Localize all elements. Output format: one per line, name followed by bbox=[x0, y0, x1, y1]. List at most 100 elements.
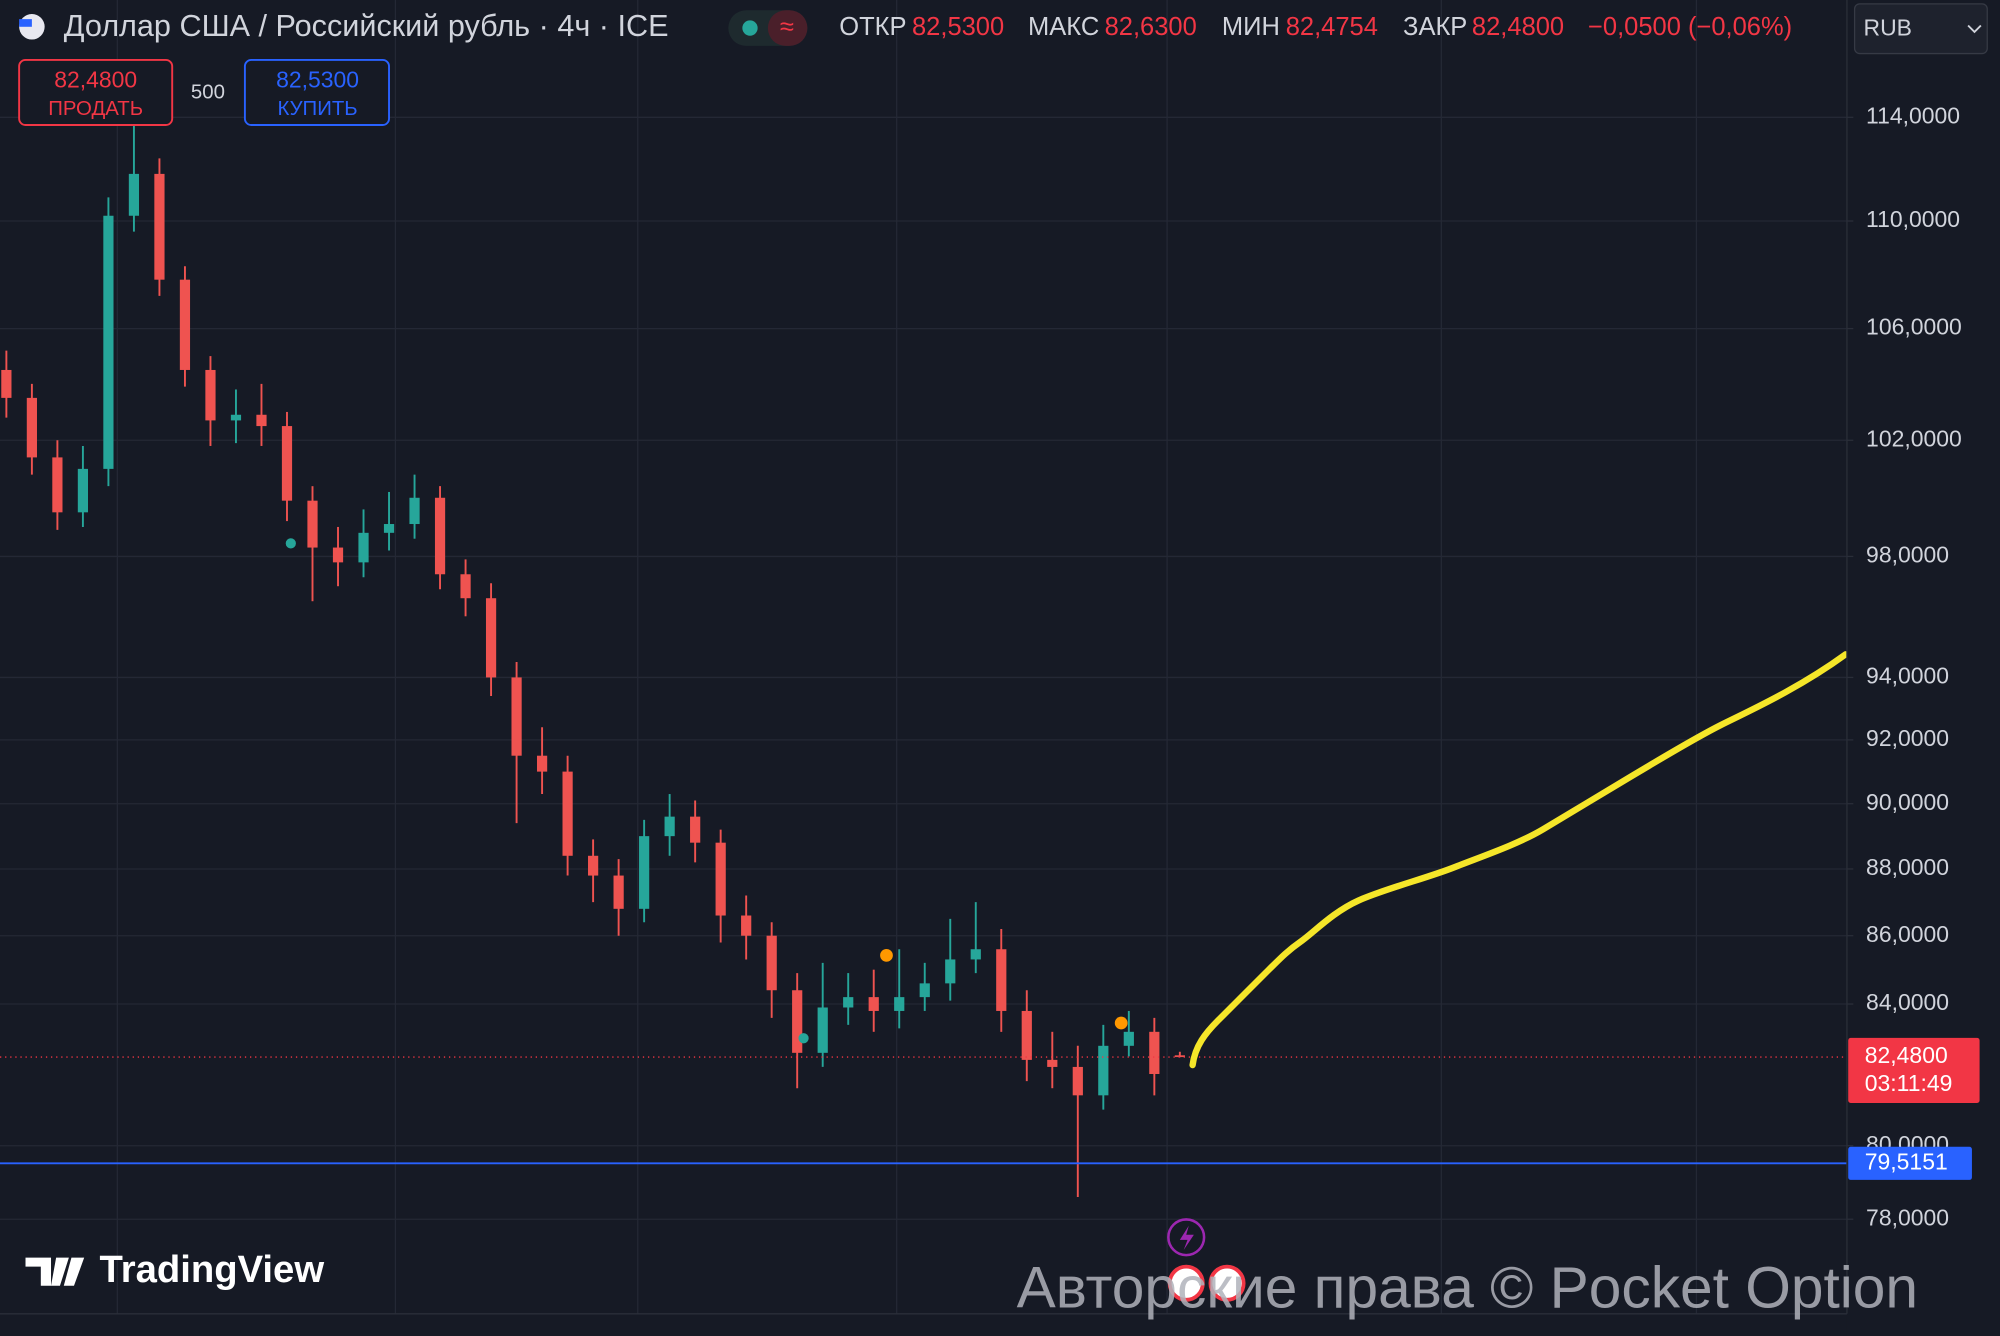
candle-body bbox=[230, 414, 242, 421]
event-icon[interactable] bbox=[1167, 1264, 1205, 1302]
candle-body bbox=[332, 547, 344, 563]
ohlc-value: 82,4754 bbox=[1286, 13, 1378, 41]
candle-body bbox=[1021, 1010, 1032, 1060]
candle-body bbox=[205, 369, 216, 421]
y-tick-label: 84,0000 bbox=[1866, 989, 1949, 1015]
candle-body bbox=[664, 816, 675, 837]
quantity[interactable]: 500 bbox=[191, 82, 225, 104]
vertical-grid bbox=[116, 0, 1698, 1314]
chevron bbox=[1967, 24, 1982, 34]
candle-body bbox=[766, 935, 777, 991]
candle-body bbox=[919, 983, 930, 998]
candle-body bbox=[613, 875, 624, 909]
ohlc-label: ЗАКР bbox=[1403, 13, 1467, 41]
y-tick-label: 92,0000 bbox=[1866, 725, 1949, 751]
candle-body bbox=[1098, 1045, 1109, 1096]
candle-body bbox=[945, 959, 956, 984]
candle-body bbox=[511, 677, 522, 756]
candle-body bbox=[434, 497, 446, 575]
sell-label: ПРОДАТЬ bbox=[48, 98, 143, 120]
ohlc-label: ОТКР bbox=[839, 13, 906, 41]
candle-body bbox=[970, 949, 981, 960]
currency-select[interactable] bbox=[1853, 3, 1988, 55]
ohlc-value: 82,6300 bbox=[1105, 13, 1197, 41]
candle-body bbox=[1174, 1055, 1185, 1058]
alert-label: 79,5151 bbox=[1865, 1148, 1948, 1174]
candle-body bbox=[103, 215, 114, 469]
candle-body bbox=[843, 997, 854, 1008]
status-icon: ≈ bbox=[780, 13, 794, 41]
sell-price: 82,4800 bbox=[54, 67, 137, 93]
last-price-box bbox=[1848, 1037, 1980, 1103]
candle-body bbox=[1072, 1066, 1083, 1096]
marker bbox=[798, 1033, 809, 1044]
y-tick-label: 90,0000 bbox=[1866, 789, 1949, 815]
candles bbox=[1, 117, 1185, 1197]
marker bbox=[880, 949, 893, 962]
last-price-label: 82,4800 bbox=[1865, 1042, 1948, 1068]
candle-body bbox=[588, 855, 599, 876]
candle-body bbox=[409, 497, 420, 525]
levels bbox=[0, 1056, 1847, 1165]
candle-body bbox=[1, 369, 12, 398]
candle-body bbox=[26, 397, 37, 458]
y-tick-label: 106,0000 bbox=[1866, 314, 1962, 340]
y-tick-label: 78,0000 bbox=[1866, 1204, 1949, 1230]
event-icon[interactable] bbox=[1167, 1218, 1206, 1257]
marker bbox=[285, 538, 296, 549]
candle-body bbox=[383, 524, 395, 533]
ohlc-label: МАКС bbox=[1028, 13, 1099, 41]
symbol-title: Доллар США / Российский рубль · 4ч · ICE bbox=[64, 9, 669, 43]
candle-body bbox=[77, 468, 89, 513]
marker bbox=[1114, 1016, 1128, 1030]
alert-box bbox=[1848, 1146, 1972, 1180]
y-tick-label: 88,0000 bbox=[1866, 854, 1949, 880]
candle-body bbox=[52, 457, 63, 513]
logo-text: TradingView bbox=[99, 1248, 324, 1291]
candle-body bbox=[894, 997, 905, 1011]
buy-label: КУПИТЬ bbox=[277, 98, 357, 120]
candle-body bbox=[639, 836, 650, 909]
axis-labels: 78,000080,000084,000086,000088,000090,00… bbox=[1846, 102, 1962, 1230]
candle-body bbox=[792, 990, 803, 1053]
y-tick-label: 86,0000 bbox=[1866, 921, 1949, 947]
y-tick-label: 98,0000 bbox=[1866, 541, 1949, 567]
candle-body bbox=[358, 532, 369, 563]
candle-body bbox=[562, 771, 573, 856]
candle-body bbox=[996, 949, 1007, 1011]
buy-button[interactable] bbox=[243, 58, 390, 126]
grid bbox=[0, 116, 1847, 1220]
watermark: Авторские права © Pocket Option bbox=[1017, 1256, 1918, 1321]
price-axis bbox=[1846, 0, 2000, 1336]
buy-price: 82,5300 bbox=[276, 67, 359, 93]
y-tick-label: 94,0000 bbox=[1866, 662, 1949, 688]
event-icon-bolt bbox=[1179, 1225, 1194, 1251]
sell-button[interactable] bbox=[18, 58, 174, 126]
event-icon[interactable] bbox=[1208, 1264, 1246, 1302]
countdown: 03:11:49 bbox=[1865, 1070, 1953, 1096]
change: −0,0500 (−0,06%) bbox=[1588, 13, 1792, 41]
status-dot bbox=[742, 20, 758, 36]
candle-body bbox=[715, 842, 726, 916]
flag-icon bbox=[19, 19, 32, 27]
forecast-drawing bbox=[1189, 651, 1849, 1069]
candle-body bbox=[1149, 1031, 1160, 1075]
y-tick-label: 114,0000 bbox=[1866, 102, 1960, 128]
candle-body bbox=[536, 755, 548, 772]
candle-body bbox=[485, 598, 497, 678]
candle-body bbox=[690, 816, 701, 843]
currency: RUB bbox=[1864, 14, 1912, 40]
candle-body bbox=[817, 1007, 828, 1053]
y-tick-label: 102,0000 bbox=[1866, 425, 1962, 451]
candle-body bbox=[1047, 1059, 1058, 1067]
candle-body bbox=[307, 500, 318, 548]
candle-body bbox=[128, 173, 140, 216]
candle-body bbox=[179, 279, 191, 370]
status-pill[interactable] bbox=[767, 10, 808, 46]
candle-body bbox=[741, 915, 752, 936]
ohlc-value: 82,4800 bbox=[1472, 13, 1564, 41]
logo-mark bbox=[25, 1257, 85, 1286]
